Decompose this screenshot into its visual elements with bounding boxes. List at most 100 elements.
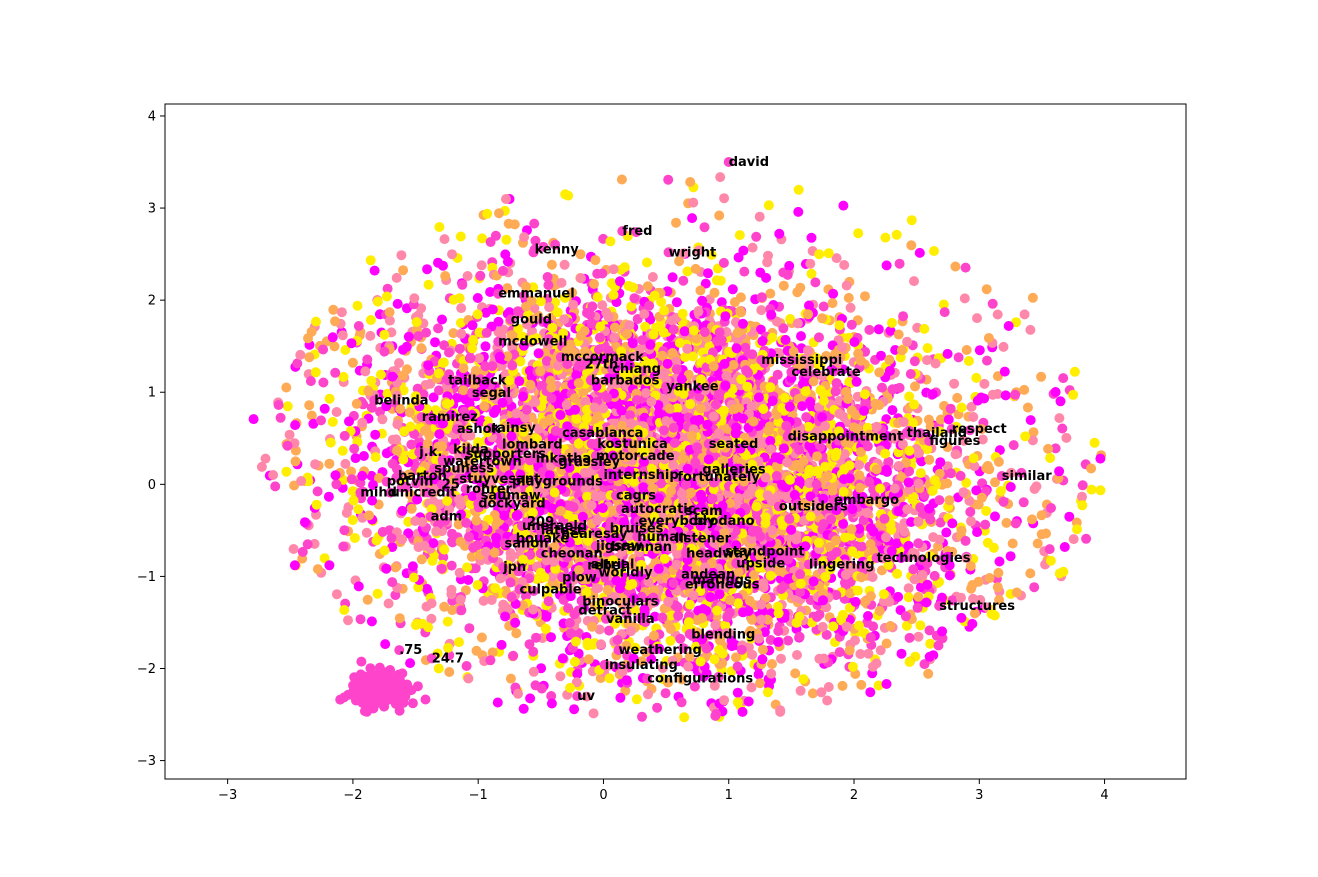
scatter-point: [396, 250, 407, 261]
scatter-point: [337, 330, 348, 341]
scatter-point: [637, 711, 647, 722]
scatter-point: [913, 631, 924, 642]
scatter-point: [909, 276, 919, 287]
scatter-point: [847, 661, 858, 672]
scatter-point: [518, 391, 528, 402]
scatter-point: [331, 479, 342, 490]
scatter-point: [874, 400, 885, 411]
scatter-point: [288, 544, 299, 554]
scatter-point: [391, 272, 402, 283]
scatter-point: [859, 389, 870, 400]
scatter-point: [643, 689, 653, 700]
scatter-point: [490, 583, 501, 594]
scatter-point: [892, 568, 903, 579]
scatter-point: [983, 333, 994, 343]
scatter-point: [959, 293, 970, 304]
scatter-point: [511, 628, 522, 639]
scatter-point: [966, 401, 977, 412]
scatter-point: [360, 366, 371, 377]
scatter-point: [947, 518, 958, 529]
scatter-point: [952, 392, 963, 403]
scatter-point: [837, 680, 848, 691]
scatter-point: [355, 614, 366, 625]
scatter-points: [248, 157, 1107, 723]
scatter-point: [446, 589, 457, 600]
scatter-point: [337, 445, 348, 456]
scatter-point: [795, 282, 806, 293]
scatter-point: [714, 210, 725, 221]
scatter-point: [362, 354, 373, 365]
scatter-point: [365, 330, 376, 341]
scatter-point: [784, 260, 795, 271]
scatter-point: [993, 456, 1004, 467]
scatter-point: [981, 506, 992, 516]
scatter-point: [588, 708, 599, 719]
scatter-point: [971, 372, 982, 383]
scatter-point: [1000, 390, 1011, 401]
scatter-point: [697, 295, 708, 306]
scatter-point: [778, 280, 789, 291]
scatter-point: [1045, 555, 1056, 566]
scatter-point: [843, 292, 854, 303]
scatter-point: [472, 293, 483, 303]
scatter-point: [945, 403, 956, 414]
scatter-point: [476, 632, 487, 643]
scatter-point: [571, 413, 582, 424]
scatter-point: [747, 242, 758, 253]
scatter-point: [353, 504, 364, 515]
scatter-point: [838, 518, 849, 529]
scatter-point: [372, 588, 383, 599]
scatter-point: [546, 259, 557, 270]
scatter-point: [867, 572, 878, 583]
scatter-point: [993, 567, 1004, 578]
scatter-point: [823, 248, 834, 259]
scatter-point: [508, 650, 519, 661]
scatter-point: [953, 352, 964, 363]
scatter-point: [818, 301, 829, 312]
scatter-point: [904, 466, 915, 477]
scatter-point: [774, 228, 785, 239]
scatter-point: [349, 533, 360, 543]
scatter-point: [642, 257, 652, 268]
scatter-point: [794, 631, 805, 642]
scatter-point: [327, 332, 338, 343]
scatter-point: [711, 275, 722, 286]
scatter-point: [736, 307, 747, 318]
scatter-point: [1006, 467, 1017, 478]
scatter-point: [454, 637, 464, 648]
scatter-point: [956, 402, 967, 413]
scatter-point: [930, 358, 941, 369]
scatter-point: [877, 382, 887, 393]
scatter-point: [398, 454, 409, 465]
scatter-point: [501, 234, 512, 245]
scatter-point: [992, 309, 1003, 320]
scatter-point: [454, 293, 465, 304]
scatter-point: [351, 398, 362, 409]
scatter-point: [1022, 402, 1033, 413]
scatter-point: [755, 678, 765, 689]
scatter-point: [1043, 443, 1054, 454]
scatter-point: [440, 271, 451, 281]
scatter-point: [727, 284, 738, 295]
scatter-point: [738, 245, 749, 256]
scatter-point: [406, 439, 417, 450]
scatter-point: [324, 393, 335, 404]
scatter-point: [855, 649, 866, 659]
scatter-point: [1050, 443, 1061, 454]
scatter-point: [329, 341, 340, 352]
scatter-point: [712, 605, 722, 616]
scatter-point: [998, 341, 1009, 352]
scatter-point: [371, 535, 382, 546]
scatter-point: [649, 611, 660, 622]
scatter-point: [876, 565, 887, 576]
scatter-point: [860, 291, 870, 302]
scatter-point: [800, 386, 811, 397]
scatter-point: [282, 401, 293, 412]
scatter-point: [652, 702, 663, 713]
scatter-point: [398, 265, 409, 276]
scatter-point: [569, 704, 580, 715]
scatter-point: [881, 260, 892, 271]
scatter-point: [544, 302, 555, 313]
scatter-point: [845, 302, 856, 313]
scatter-point: [604, 625, 614, 636]
